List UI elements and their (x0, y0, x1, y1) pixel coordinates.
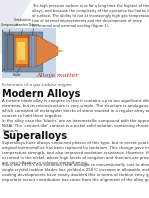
Polygon shape (56, 49, 65, 53)
FancyBboxPatch shape (4, 34, 14, 70)
Polygon shape (2, 30, 5, 72)
Text: The high pressure turbine runs for a long time the highest of the high
alloys, a: The high pressure turbine runs for a lon… (32, 4, 149, 28)
Text: Modern Alloys: Modern Alloys (2, 89, 81, 99)
Text: Blade: Blade (13, 73, 21, 77)
Polygon shape (36, 35, 58, 67)
Text: Alloys matter: Alloys matter (37, 73, 79, 78)
FancyBboxPatch shape (2, 28, 56, 78)
Text: Superalloys: Superalloys (2, 131, 67, 141)
Text: Combustion
chamber: Combustion chamber (13, 18, 31, 27)
Polygon shape (14, 35, 29, 67)
Text: Superalloys have always contained phases of this type, but in recent years the t: Superalloys have always contained phases… (2, 141, 149, 165)
Text: Compressor: Compressor (0, 23, 18, 27)
Text: Figure 1: Schematic of a gas turbine engine: Figure 1: Schematic of a gas turbine eng… (0, 83, 72, 87)
Text: In the alloy case the 'blocks' are an intermetallic compound with the approximat: In the alloy case the 'blocks' are an in… (2, 119, 149, 133)
FancyBboxPatch shape (29, 35, 36, 67)
FancyBboxPatch shape (17, 42, 25, 60)
Text: Turbine: Turbine (28, 23, 39, 27)
Polygon shape (0, 0, 31, 55)
FancyBboxPatch shape (4, 32, 43, 72)
FancyBboxPatch shape (16, 38, 28, 64)
Text: Since the 1970's the evolution from wrought to conventionally cast to directiona: Since the 1970's the evolution from wrou… (2, 163, 149, 182)
Text: A turbine blade alloy is complex in that it contains up to ten significant alloy: A turbine blade alloy is complex in that… (2, 99, 149, 118)
